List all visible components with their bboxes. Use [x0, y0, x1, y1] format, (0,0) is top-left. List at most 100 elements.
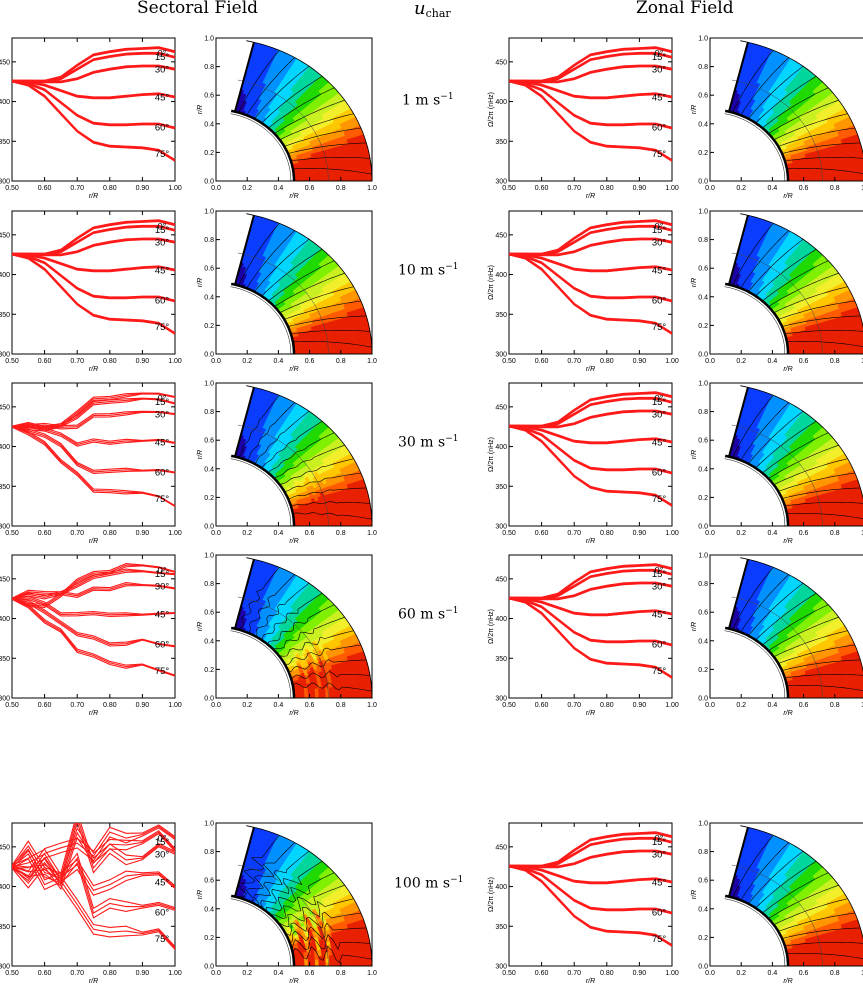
x-tick-label: 0.4: [274, 530, 284, 537]
series-line-15°: [12, 226, 175, 256]
x-tick-label: 0.60: [535, 970, 549, 977]
boundary-edge: [233, 559, 255, 629]
y-tick-label: 1.0: [204, 381, 214, 388]
x-axis-label: r/R: [89, 366, 98, 373]
x-tick-label: 0.4: [768, 970, 778, 977]
plot-frame: [508, 37, 673, 182]
x-tick-label: 0.70: [70, 358, 84, 365]
series-line-60°: [12, 426, 175, 474]
series-line-75°: [509, 79, 672, 161]
x-tick-label: 0.6: [799, 970, 809, 977]
series-line-75°: [509, 864, 672, 946]
y-tick-label: 0.4: [204, 294, 214, 301]
y-tick-label: 400: [0, 99, 10, 106]
y-tick-label: 300: [0, 964, 10, 971]
series-line-75°: [12, 867, 175, 950]
series-line-30°: [509, 581, 672, 600]
uchar-symbol: u: [414, 0, 426, 19]
series-line-15°: [509, 398, 672, 428]
contour-fill: [234, 215, 373, 355]
plot-frame: [215, 382, 373, 527]
x-tick-label: 0.0: [705, 530, 715, 537]
x-tick-label: 0.8: [336, 185, 346, 192]
plot-frame: [709, 37, 863, 182]
contour-lines: [237, 567, 372, 692]
boundary-arc: [724, 282, 790, 354]
contour-fill: [728, 215, 863, 355]
x-tick-label: 0.2: [242, 530, 252, 537]
x-tick-label: 0.60: [38, 970, 52, 977]
contour-fill: [234, 559, 373, 699]
contour-plot-sect-0: 0.00.0 0.2 0.2 0.4 0.4 0.6 0.6 0.8 0.8 1.0 1.0 r/R r…: [197, 36, 377, 201]
latitude-label: 15°: [155, 397, 170, 408]
series-line-30°: [509, 237, 672, 256]
latitude-label: 30°: [155, 238, 170, 249]
sectoral-field-header: Sectoral Field: [137, 0, 259, 18]
series-line-45°: [12, 595, 175, 615]
y-tick-label: 0.2: [698, 667, 708, 674]
x-tick-label: 1.00: [168, 970, 182, 977]
boundary-arc: [230, 109, 296, 181]
line-plot-sect-4: 0.500.600.700.800.901.00300350400450r/RΩ…: [0, 822, 182, 985]
x-tick-label: 1.0: [367, 358, 377, 365]
plot-frame: [709, 554, 863, 699]
latitude-label: 0°: [157, 48, 166, 59]
y-tick-label: 0.8: [698, 409, 708, 416]
latitude-label: 0°: [654, 221, 663, 232]
y-tick-label: 300: [495, 179, 507, 186]
x-tick-label: 0.70: [70, 702, 84, 709]
x-tick-label: 0.4: [768, 530, 778, 537]
latitude-label: 0°: [157, 393, 166, 404]
latitude-label: 0°: [157, 833, 166, 844]
x-tick-label: 0.90: [633, 358, 647, 365]
latitude-label: 60°: [652, 123, 667, 134]
y-tick-label: 0.4: [204, 906, 214, 913]
plot-frame: [508, 382, 673, 527]
series-line-30°: [509, 409, 672, 428]
x-axis-label: r/R: [586, 366, 595, 373]
y-axis-label: Ω/2π (nHz): [488, 265, 495, 300]
plot-frame: [215, 822, 373, 967]
x-tick-label: 0.4: [768, 702, 778, 709]
boundary-arc: [731, 596, 823, 698]
y-tick-label: 450: [0, 404, 10, 411]
x-tick-label: 0.0: [705, 358, 715, 365]
y-tick-label: 0.4: [204, 121, 214, 128]
x-tick-label: 0.80: [103, 702, 117, 709]
contour-lines: [732, 835, 863, 959]
y-tick-label: 0.8: [204, 64, 214, 71]
y-axis-label: Ω/2π (nHz): [488, 92, 495, 127]
latitude-label: 30°: [155, 410, 170, 421]
contour-plot-zonal-4: 0.00.0 0.2 0.2 0.4 0.4 0.6 0.6 0.8 0.8 1.0 1.0 r/R r…: [691, 821, 863, 985]
y-axis-label: r/R: [691, 278, 698, 287]
contour-lines: [732, 567, 863, 691]
contour-lines: [732, 50, 863, 174]
y-tick-label: 450: [495, 576, 507, 583]
y-tick-label: 0.0: [204, 696, 214, 703]
plot-frame: [215, 37, 373, 182]
latitude-label: 15°: [652, 397, 667, 408]
x-axis-label: r/R: [289, 710, 298, 717]
x-tick-label: 0.70: [70, 970, 84, 977]
series-line-75°: [12, 864, 175, 947]
x-axis-label: r/R: [586, 978, 595, 985]
line-plot-zonal-4: 0.50 0.60 0.70 0.80 0.90 1.00 300 350 400 450 r/R Ω…: [488, 822, 679, 985]
x-tick-label: 0.90: [633, 530, 647, 537]
series-line-45°: [12, 253, 175, 273]
contour-lines: [732, 223, 863, 347]
series-line-15°: [509, 226, 672, 256]
y-tick-label: 0.8: [204, 409, 214, 416]
y-tick-label: 450: [495, 59, 507, 66]
y-tick-label: 0.0: [698, 179, 708, 186]
x-tick-label: 0.70: [567, 185, 581, 192]
y-tick-label: 0.6: [698, 610, 708, 617]
boundary-edge: [233, 827, 255, 897]
boundary-arc: [237, 252, 329, 354]
x-tick-label: 0.80: [600, 702, 614, 709]
plot-frame: [215, 554, 373, 699]
series-line-75°: [12, 252, 175, 334]
series-line-15°: [509, 570, 672, 600]
series-line-45°: [509, 864, 672, 883]
boundary-edge: [727, 387, 749, 457]
x-tick-label: 0.2: [736, 358, 746, 365]
